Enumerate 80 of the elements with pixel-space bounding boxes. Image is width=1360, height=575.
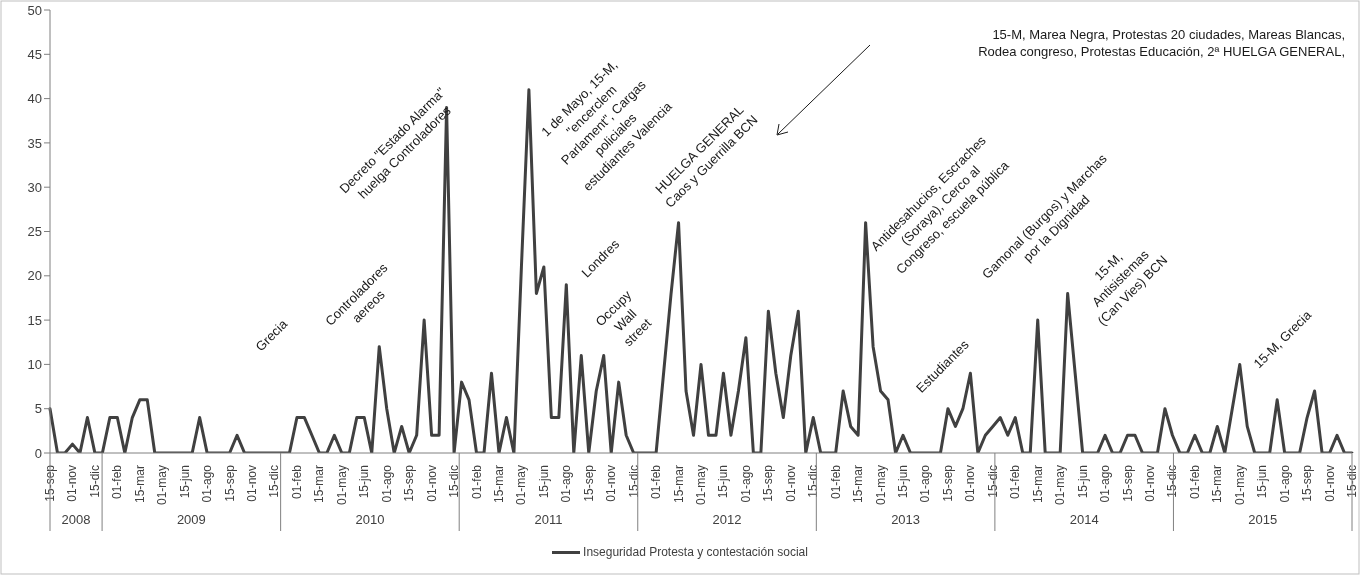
x-tick-label: 15-dic xyxy=(985,465,1000,498)
y-tick-label: 15 xyxy=(27,312,42,328)
y-tick-label: 35 xyxy=(27,135,42,151)
x-tick-label: 01-may xyxy=(155,465,170,506)
x-tick-label: 15-mar xyxy=(312,465,327,504)
x-tick-label: 01-feb xyxy=(469,464,484,500)
x-tick-label: 01-may xyxy=(694,465,708,506)
x-tick-label: 01-nov xyxy=(424,465,439,502)
x-tick-label: 15-dic xyxy=(267,465,282,498)
x-tick-label: 15-dic xyxy=(626,465,641,498)
x-tick-label: 01-ago xyxy=(559,464,574,503)
x-tick-label: 01-may xyxy=(334,465,349,506)
x-tick-label: 01-ago xyxy=(918,464,933,503)
annotation: 15-M, Marea Negra, Protestas 20 ciudades, Mareas Blancas, Rodea congreso, Protestas Educación, 2ª HUELGA GENERAL, xyxy=(978,26,1345,59)
x-tick-label: 15-mar xyxy=(1210,465,1225,504)
x-tick-label: 15-dic xyxy=(1345,465,1359,498)
x-tick-label: 01-feb xyxy=(828,464,843,500)
y-tick-label: 5 xyxy=(34,401,42,417)
x-tick-label: 01-ago xyxy=(200,464,215,503)
x-tick-label: 01-nov xyxy=(604,465,619,502)
x-tick-label: 01-nov xyxy=(783,465,798,502)
x-tick-label: 15-mar xyxy=(1030,465,1045,504)
x-tick-label: 15-dic xyxy=(447,465,462,498)
x-tick-label: 15-sep xyxy=(222,464,237,502)
x-tick-label: 15-jun xyxy=(1075,465,1090,499)
text: 2012 xyxy=(712,512,742,527)
y-tick-label: 10 xyxy=(27,357,42,373)
x-tick-label: 01-nov xyxy=(245,465,260,502)
x-tick-label: 01-may xyxy=(1232,465,1247,506)
x-tick-label: 01-nov xyxy=(65,465,80,502)
x-tick-label: 01-ago xyxy=(1277,464,1292,503)
x-tick-label: 01-feb xyxy=(1187,464,1202,500)
legend-label: Inseguridad Protesta y contestación social xyxy=(583,545,808,559)
y-tick-label: 50 xyxy=(27,2,42,18)
text: 2010 xyxy=(355,512,385,527)
x-tick-label: 15-sep xyxy=(1300,464,1315,502)
x-tick-label: 15-mar xyxy=(491,465,506,504)
x-tick-label: 15-mar xyxy=(671,465,686,504)
x-tick-label: 01-feb xyxy=(649,464,664,500)
x-tick-label: 01-feb xyxy=(110,464,125,500)
y-tick-label: 40 xyxy=(27,91,42,107)
x-tick-label: 15-dic xyxy=(806,465,821,498)
x-tick-label: 15-jun xyxy=(536,465,551,499)
text: 2011 xyxy=(534,512,563,527)
text: 2008 xyxy=(61,512,91,527)
x-tick-label: 15-dic xyxy=(1165,465,1180,498)
y-tick-label: 30 xyxy=(27,179,42,195)
x-tick-label: 15-mar xyxy=(132,465,147,504)
x-tick-label: 01-nov xyxy=(963,465,978,502)
x-tick-label: 01-ago xyxy=(1098,464,1113,503)
x-tick-label: 15-sep xyxy=(581,464,596,502)
x-tick-label: 01-ago xyxy=(738,464,753,503)
x-tick-label: 15-jun xyxy=(1255,465,1270,499)
y-tick-label: 20 xyxy=(27,268,42,284)
x-tick-label: 15-sep xyxy=(1120,464,1135,502)
x-tick-label: 15-sep xyxy=(761,464,776,502)
x-tick-label: 15-sep xyxy=(402,464,417,502)
text: 2013 xyxy=(891,512,921,527)
y-tick-label: 45 xyxy=(27,46,42,62)
x-tick-label: 15-mar xyxy=(851,465,866,504)
x-tick-label: 15-sep xyxy=(43,464,57,502)
x-tick-label: 01-may xyxy=(514,465,529,506)
x-tick-label: 15-jun xyxy=(896,465,911,499)
x-tick-label: 01-feb xyxy=(289,464,304,500)
text: 2014 xyxy=(1069,512,1099,527)
y-tick-label: 0 xyxy=(34,445,42,461)
x-tick-label: 01-nov xyxy=(1142,465,1157,502)
x-tick-label: 15-jun xyxy=(716,465,731,499)
x-tick-label: 01-may xyxy=(873,465,888,506)
x-tick-label: 01-may xyxy=(1053,465,1068,506)
x-tick-label: 01-ago xyxy=(379,464,394,503)
x-tick-label: 15-jun xyxy=(357,465,372,499)
x-tick-label: 01-nov xyxy=(1322,465,1337,502)
x-tick-label: 15-sep xyxy=(940,464,955,502)
y-tick-label: 25 xyxy=(27,224,42,240)
x-tick-label: 01-feb xyxy=(1008,464,1023,500)
text: 2015 xyxy=(1248,512,1278,527)
text: 2009 xyxy=(176,512,206,527)
x-tick-label: 15-jun xyxy=(177,465,192,499)
x-tick-label: 15-dic xyxy=(87,465,102,498)
